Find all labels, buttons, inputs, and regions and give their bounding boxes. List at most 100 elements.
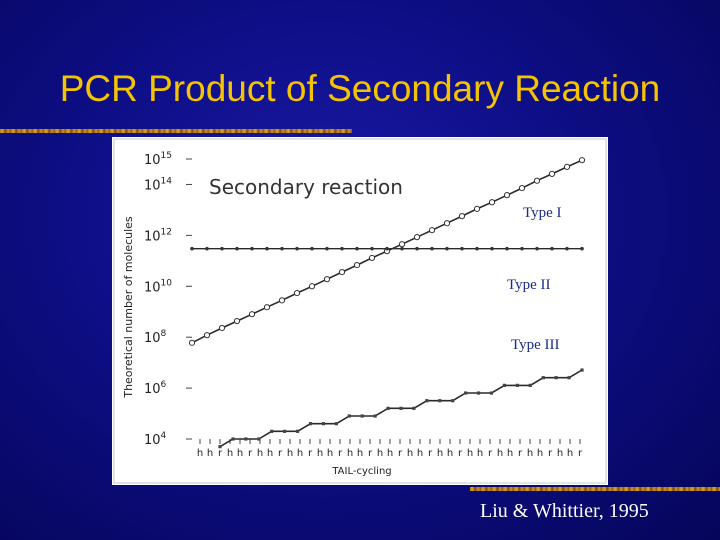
chart-background [112, 137, 608, 485]
series-3-point [283, 429, 287, 433]
series-3-point [347, 414, 351, 418]
x-tick-label: h [347, 448, 353, 459]
series-1-point [218, 324, 226, 332]
series-1-point [473, 205, 481, 212]
series-2-point [475, 246, 479, 251]
x-tick-label: h [567, 448, 573, 459]
x-tick-label: h [287, 448, 293, 459]
series-3-point [244, 437, 248, 441]
series-2-point [520, 246, 524, 251]
series-3-point [386, 406, 390, 410]
x-tick-label: h [357, 448, 363, 459]
x-tick-label: h [377, 448, 383, 459]
series-3-point [257, 437, 261, 441]
series-2-point [235, 246, 239, 251]
series-1-point [188, 339, 196, 346]
series-3-point [554, 376, 558, 380]
annotation-type-3: Type III [511, 337, 560, 353]
x-tick-label: h [227, 448, 233, 459]
x-tick-label: r [218, 448, 223, 459]
series-2-point [310, 246, 314, 251]
x-tick-label: r [578, 448, 583, 459]
series-2-point [415, 246, 419, 251]
slide-title: PCR Product of Secondary Reaction [59, 68, 661, 109]
x-tick-label: h [197, 448, 203, 459]
x-tick-label: h [497, 448, 503, 459]
series-1-point [518, 184, 526, 192]
series-2-point [460, 246, 464, 251]
series-2-point [535, 246, 539, 251]
series-2-point [580, 246, 584, 251]
series-3-point [489, 391, 494, 395]
x-tick-label: h [417, 448, 423, 459]
x-tick-label: r [398, 448, 403, 459]
series-1-point [488, 199, 496, 206]
series-2-point [385, 246, 389, 251]
series-1-point [413, 234, 421, 241]
annotation-type-1: Type I [523, 205, 562, 221]
series-1-point [533, 177, 541, 184]
series-2-point [430, 246, 434, 251]
series-2-point [325, 246, 329, 251]
series-2-point [205, 246, 209, 251]
series-2-point [400, 246, 404, 251]
x-tick-label: h [507, 448, 513, 459]
x-tick-label: h [237, 448, 243, 459]
chart-image: Secondary reaction Theoretical number of… [112, 137, 608, 485]
x-tick-label: r [248, 448, 253, 459]
series-3-point [541, 376, 545, 380]
series-3-point [567, 376, 571, 380]
series-3-point [231, 437, 235, 441]
series-2-point [190, 246, 194, 251]
x-tick-label: h [447, 448, 453, 459]
bottom-divider [470, 487, 720, 491]
series-1-point [503, 192, 511, 199]
series-3-point [270, 429, 274, 433]
series-1-point [368, 254, 376, 262]
x-tick-label: h [297, 448, 303, 459]
x-tick-label: h [527, 448, 533, 459]
x-tick-label: h [467, 448, 473, 459]
series-2-point [280, 246, 284, 251]
series-2-point [370, 246, 374, 251]
series-3-point [515, 383, 519, 387]
x-tick-label: r [308, 448, 313, 459]
series-3-point [502, 383, 507, 387]
series-3-point [321, 422, 326, 426]
series-2-point [265, 246, 269, 251]
series-3-point [476, 391, 481, 395]
series-2-point [250, 246, 254, 251]
series-3-point [451, 399, 455, 403]
series-3-point [399, 406, 403, 410]
x-tick-label: h [387, 448, 393, 459]
series-1-point [398, 241, 406, 248]
x-tick-label: h [407, 448, 413, 459]
x-tick-label: h [437, 448, 443, 459]
series-1-point [203, 332, 211, 339]
x-tick-label: r [518, 448, 523, 459]
x-tick-label: r [488, 448, 493, 459]
annotation-type-2: Type II [507, 277, 551, 293]
citation: Liu & Whittier, 1995 [480, 500, 649, 522]
x-tick-label: r [278, 448, 283, 459]
series-2-point [565, 246, 569, 251]
chart-frame [113, 138, 607, 484]
series-2-point [490, 246, 494, 251]
x-tick-label: r [548, 448, 553, 459]
series-1-point [323, 276, 331, 283]
series-1-point [563, 163, 571, 170]
series-1-point [263, 304, 271, 311]
x-tick-label: h [267, 448, 273, 459]
series-1-point [233, 317, 241, 325]
series-1-point [278, 297, 286, 304]
chart-svg: Secondary reaction Theoretical number of… [112, 137, 608, 485]
top-divider [0, 129, 352, 133]
series-3-point [373, 414, 377, 418]
series-3-point [295, 429, 300, 433]
x-tick-label: h [317, 448, 323, 459]
y-axis-label: Theoretical number of molecules [122, 216, 135, 399]
series-2-point [505, 246, 509, 251]
x-tick-label: r [428, 448, 433, 459]
